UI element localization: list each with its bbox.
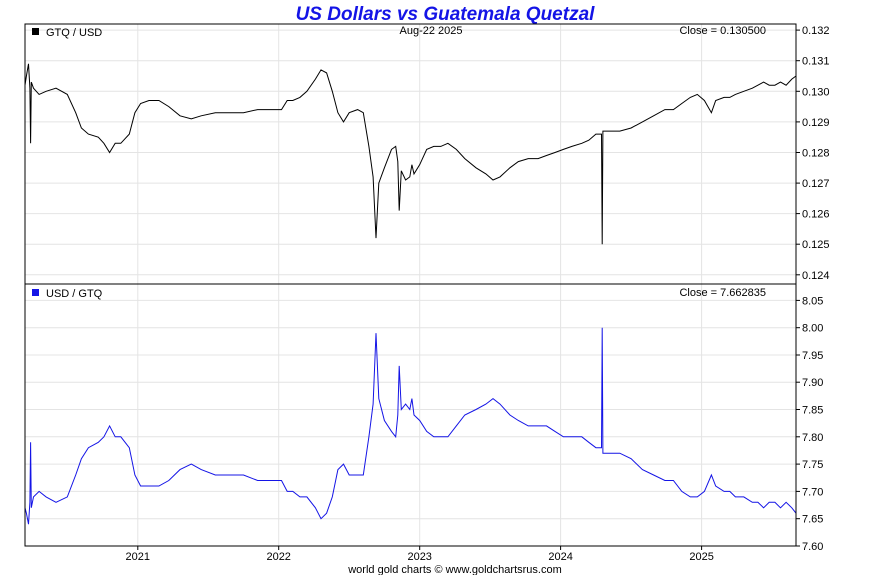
top-panel-grid xyxy=(25,24,796,284)
bottom-panel-frame xyxy=(24,283,797,547)
top-panel-y-axis: 0.124 0.125 0.126 0.127 0.128 0.129 0.130 0.131… xyxy=(796,25,830,282)
y-tick-label: 0.124 xyxy=(802,270,830,282)
y-tick-label: 8.05 xyxy=(802,295,823,307)
y-tick-label: 7.75 xyxy=(802,459,823,471)
y-tick-label: 0.130 xyxy=(802,86,830,98)
x-tick-label: 2021 xyxy=(126,551,150,563)
y-tick-label: 7.95 xyxy=(802,350,823,362)
top-panel: GTQ / USD Aug-22 2025 Close = 0.130500 0… xyxy=(24,23,830,285)
y-tick-label: 0.126 xyxy=(802,209,830,221)
y-tick-label: 8.00 xyxy=(802,323,823,335)
y-tick-label: 7.80 xyxy=(802,432,823,444)
y-tick-label: 0.129 xyxy=(802,117,830,129)
y-tick-label: 0.127 xyxy=(802,178,830,190)
y-tick-label: 7.65 xyxy=(802,514,823,526)
y-tick-label: 7.60 xyxy=(802,541,823,553)
y-tick-label: 0.132 xyxy=(802,25,830,37)
bottom-panel-y-axis: 7.60 7.65 7.70 7.75 7.80 7.85 7.90 7.95 8.00 8.05 xyxy=(796,295,823,553)
y-tick-label: 0.131 xyxy=(802,56,830,68)
date-label: Aug-22 2025 xyxy=(400,25,463,37)
y-tick-label: 0.125 xyxy=(802,239,830,251)
gtq-usd-legend-swatch xyxy=(32,28,39,35)
x-tick-label: 2023 xyxy=(407,551,431,563)
y-tick-label: 7.90 xyxy=(802,377,823,389)
gtq-usd-series-line xyxy=(24,63,797,245)
usd-gtq-series-line xyxy=(24,327,797,525)
y-tick-label: 0.128 xyxy=(802,148,830,160)
x-tick-label: 2024 xyxy=(548,551,572,563)
y-tick-label: 7.70 xyxy=(802,486,823,498)
x-tick-label: 2022 xyxy=(266,551,290,563)
chart-title: US Dollars vs Guatemala Quetzal xyxy=(296,4,596,25)
x-axis: 2021 2022 2023 2024 2025 xyxy=(126,546,714,563)
y-tick-label: 7.85 xyxy=(802,405,823,417)
usd-gtq-legend-swatch xyxy=(32,289,39,296)
gtq-usd-close-label: Close = 0.130500 xyxy=(679,25,766,37)
bottom-panel: USD / GTQ Close = 7.662835 7.607.657.707… xyxy=(24,283,823,553)
gtq-usd-legend-label: GTQ / USD xyxy=(46,27,102,39)
credit-text: world gold charts © www.goldchartsrus.co… xyxy=(347,564,562,575)
usd-gtq-close-label: Close = 7.662835 xyxy=(679,287,766,299)
x-tick-label: 2025 xyxy=(689,551,713,563)
usd-gtq-legend-label: USD / GTQ xyxy=(46,288,103,300)
